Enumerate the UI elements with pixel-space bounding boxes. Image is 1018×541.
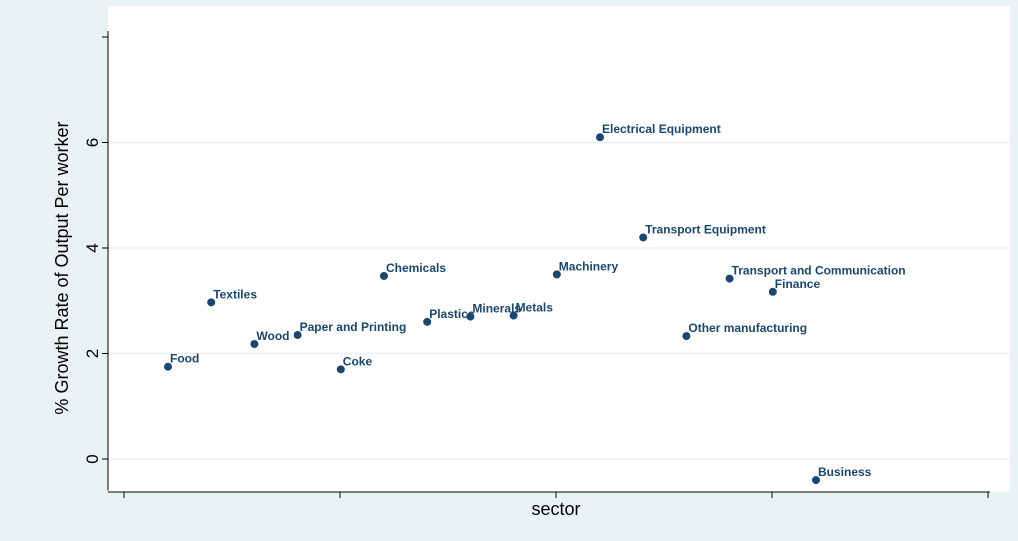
data-point — [552, 270, 561, 279]
data-point — [768, 287, 777, 296]
data-point — [423, 317, 432, 326]
data-point — [336, 365, 345, 374]
y-tick-label: 4 — [83, 243, 102, 252]
data-point — [293, 331, 302, 340]
data-point-label: Electrical Equipment — [602, 122, 721, 136]
data-point — [725, 274, 734, 283]
data-point — [164, 362, 172, 371]
data-point-label: Paper and Printing — [300, 320, 407, 334]
plot-area — [108, 6, 1010, 492]
data-point-label: Transport Equipment — [645, 222, 766, 236]
data-point-label: Business — [818, 465, 872, 479]
axes: 0 2 4 6 — [83, 31, 990, 498]
data-point-label: Chemicals — [386, 261, 446, 275]
x-axis-title: sector — [531, 499, 580, 519]
data-point — [509, 311, 518, 320]
data-point-label: Metals — [516, 301, 554, 315]
data-point-label: Textiles — [213, 287, 257, 301]
y-tick-label: 0 — [83, 454, 102, 463]
data-point-label: Transport and Communication — [732, 264, 906, 278]
y-tick-label: 6 — [83, 138, 102, 147]
data-point-label: Finance — [775, 277, 821, 291]
data-point-label: Machinery — [559, 259, 619, 273]
data-points: Food Textiles Wood Paper and Printing Coke Ch… — [164, 122, 906, 485]
gridlines — [108, 141, 1010, 460]
data-point — [596, 133, 604, 142]
data-point — [639, 233, 648, 242]
data-point — [207, 298, 216, 307]
data-point-label: Food — [170, 352, 199, 366]
y-tick-label: 2 — [83, 349, 102, 358]
data-point — [812, 476, 820, 485]
data-point — [250, 340, 259, 349]
data-point-label: Plastics — [429, 307, 475, 321]
data-point-label: Coke — [343, 354, 373, 368]
y-axis-title: % Growth Rate of Output Per worker — [52, 121, 72, 414]
data-point — [380, 271, 388, 280]
data-point-label: Minerals — [472, 302, 521, 316]
data-point-label: Wood — [256, 329, 289, 343]
data-point — [466, 312, 475, 321]
data-point-label: Other manufacturing — [688, 321, 807, 335]
data-point — [682, 332, 691, 341]
